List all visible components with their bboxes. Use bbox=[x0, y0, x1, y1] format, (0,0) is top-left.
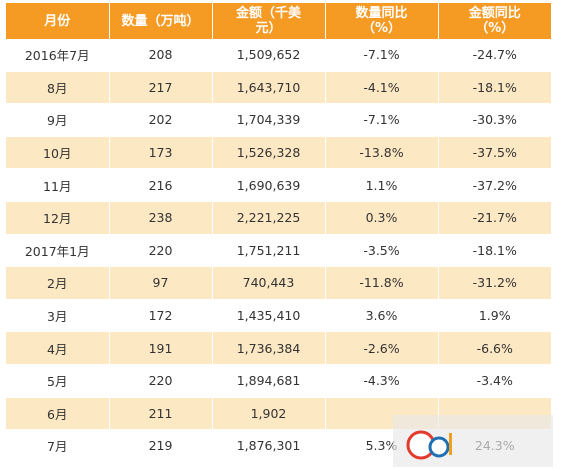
cell-quantity: 219 bbox=[109, 429, 213, 463]
cell-month: 10月 bbox=[6, 136, 110, 170]
cell-amount-yoy: -31.2% bbox=[438, 266, 551, 300]
cell-amount-yoy: -24.7% bbox=[438, 39, 551, 72]
table-row: 11月 216 1,690,639 1.1% -37.2% bbox=[6, 168, 551, 202]
cell-amount-yoy bbox=[438, 397, 551, 431]
cell-quantity-yoy: 0.3% bbox=[325, 201, 439, 235]
cell-amount-yoy: -37.2% bbox=[438, 168, 551, 202]
cell-quantity: 220 bbox=[109, 364, 213, 398]
cell-quantity: 220 bbox=[109, 234, 213, 268]
cell-quantity-yoy: 5.3% bbox=[325, 429, 439, 463]
header-amount: 金额（千美 元） bbox=[212, 3, 326, 39]
cell-amount: 1,902 bbox=[212, 397, 326, 431]
cell-amount-yoy: -18.1% bbox=[438, 234, 551, 268]
cell-amount-yoy: -30.3% bbox=[438, 103, 551, 137]
header-quantity: 数量（万吨） bbox=[109, 3, 213, 39]
cell-quantity: 202 bbox=[109, 103, 213, 137]
cell-month: 9月 bbox=[6, 103, 110, 137]
table-row: 4月 191 1,736,384 -2.6% -6.6% bbox=[6, 331, 551, 365]
cell-amount: 1,643,710 bbox=[212, 71, 326, 105]
cell-quantity: 173 bbox=[109, 136, 213, 170]
cell-quantity: 208 bbox=[109, 39, 213, 72]
cell-month: 2016年7月 bbox=[6, 39, 110, 72]
cell-quantity-yoy: -13.8% bbox=[325, 136, 439, 170]
cell-amount-yoy: -6.6% bbox=[438, 331, 551, 365]
cell-amount: 1,736,384 bbox=[212, 331, 326, 365]
table-row: 9月 202 1,704,339 -7.1% -30.3% bbox=[6, 103, 551, 137]
cell-quantity: 238 bbox=[109, 201, 213, 235]
cell-month: 6月 bbox=[6, 397, 110, 431]
cell-amount: 1,690,639 bbox=[212, 168, 326, 202]
header-row: 月份 数量（万吨） 金额（千美 元） 数量同比 （%） 金额同比 （%） bbox=[6, 3, 551, 39]
table-row: 2016年7月 208 1,509,652 -7.1% -24.7% bbox=[6, 39, 551, 72]
cell-amount: 2,221,225 bbox=[212, 201, 326, 235]
cell-amount-yoy: -18.1% bbox=[438, 71, 551, 105]
cell-quantity: 217 bbox=[109, 71, 213, 105]
cell-amount: 1,751,211 bbox=[212, 234, 326, 268]
cell-month: 2017年1月 bbox=[6, 234, 110, 268]
cell-month: 8月 bbox=[6, 71, 110, 105]
header-amount-line2: 元） bbox=[255, 21, 282, 36]
cell-quantity: 97 bbox=[109, 266, 213, 300]
cell-month: 11月 bbox=[6, 168, 110, 202]
cell-amount: 1,509,652 bbox=[212, 39, 326, 72]
table-header: 月份 数量（万吨） 金额（千美 元） 数量同比 （%） 金额同比 （%） bbox=[6, 3, 551, 39]
cell-amount: 740,443 bbox=[212, 266, 326, 300]
cell-quantity: 191 bbox=[109, 331, 213, 365]
cell-amount: 1,894,681 bbox=[212, 364, 326, 398]
header-quantity-yoy: 数量同比 （%） bbox=[325, 3, 439, 39]
cell-quantity: 172 bbox=[109, 299, 213, 333]
table-body: 2016年7月 208 1,509,652 -7.1% -24.7% 8月 217 1,643… bbox=[6, 39, 551, 463]
cell-quantity-yoy bbox=[325, 397, 439, 431]
cell-amount-yoy: -37.5% bbox=[438, 136, 551, 170]
cell-amount-yoy: -3.4% bbox=[438, 364, 551, 398]
cell-month: 2月 bbox=[6, 266, 110, 300]
cell-quantity-yoy: 1.1% bbox=[325, 168, 439, 202]
export-data-table: 月份 数量（万吨） 金额（千美 元） 数量同比 （%） 金额同比 （%） 2016年7… bbox=[6, 3, 551, 463]
table-row: 2017年1月 220 1,751,211 -3.5% -18.1% bbox=[6, 234, 551, 268]
cell-quantity-yoy: -11.8% bbox=[325, 266, 439, 300]
cell-month: 7月 bbox=[6, 429, 110, 463]
table-row: 8月 217 1,643,710 -4.1% -18.1% bbox=[6, 71, 551, 105]
cell-amount-yoy: 24.3% bbox=[438, 429, 551, 463]
header-month-line1: 月份 bbox=[44, 13, 71, 29]
table-row: 6月 211 1,902 bbox=[6, 397, 551, 431]
header-quantity-line1: 数量（万吨） bbox=[121, 13, 200, 29]
cell-amount-yoy: 1.9% bbox=[438, 299, 551, 333]
cell-quantity-yoy: -4.3% bbox=[325, 364, 439, 398]
cell-quantity-yoy: -3.5% bbox=[325, 234, 439, 268]
cell-amount: 1,704,339 bbox=[212, 103, 326, 137]
table-container: 月份 数量（万吨） 金额（千美 元） 数量同比 （%） 金额同比 （%） 2016年7… bbox=[6, 3, 551, 463]
cell-month: 12月 bbox=[6, 201, 110, 235]
cell-amount: 1,526,328 bbox=[212, 136, 326, 170]
header-quantity-yoy-line2: （%） bbox=[361, 21, 402, 36]
cell-quantity-yoy: -7.1% bbox=[325, 39, 439, 72]
cell-amount: 1,876,301 bbox=[212, 429, 326, 463]
table-row: 12月 238 2,221,225 0.3% -21.7% bbox=[6, 201, 551, 235]
cell-month: 3月 bbox=[6, 299, 110, 333]
header-amount-yoy-line2: （%） bbox=[475, 21, 515, 36]
cell-month: 4月 bbox=[6, 331, 110, 365]
header-amount-line1: 金额（千美 bbox=[235, 6, 301, 21]
table-row: 7月 219 1,876,301 5.3% 24.3% bbox=[6, 429, 551, 463]
table-row: 10月 173 1,526,328 -13.8% -37.5% bbox=[6, 136, 551, 170]
cell-quantity: 211 bbox=[109, 397, 213, 431]
cell-quantity-yoy: -2.6% bbox=[325, 331, 439, 365]
cell-quantity: 216 bbox=[109, 168, 213, 202]
table-row: 2月 97 740,443 -11.8% -31.2% bbox=[6, 266, 551, 300]
header-month: 月份 bbox=[6, 3, 110, 39]
header-amount-yoy-line1: 金额同比 bbox=[468, 6, 521, 21]
cell-amount: 1,435,410 bbox=[212, 299, 326, 333]
table-row: 5月 220 1,894,681 -4.3% -3.4% bbox=[6, 364, 551, 398]
cell-quantity-yoy: 3.6% bbox=[325, 299, 439, 333]
cell-quantity-yoy: -7.1% bbox=[325, 103, 439, 137]
cell-month: 5月 bbox=[6, 364, 110, 398]
header-quantity-yoy-line1: 数量同比 bbox=[355, 6, 408, 21]
cell-amount-yoy: -21.7% bbox=[438, 201, 551, 235]
header-amount-yoy: 金额同比 （%） bbox=[438, 3, 551, 39]
table-row: 3月 172 1,435,410 3.6% 1.9% bbox=[6, 299, 551, 333]
cell-quantity-yoy: -4.1% bbox=[325, 71, 439, 105]
